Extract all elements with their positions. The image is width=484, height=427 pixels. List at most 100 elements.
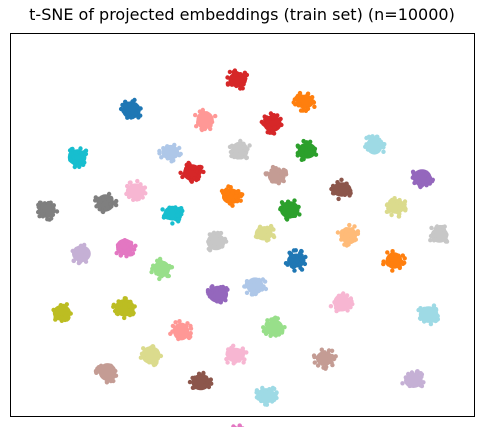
point — [431, 238, 437, 243]
point — [73, 149, 78, 155]
point — [188, 326, 194, 331]
point — [39, 208, 45, 213]
point — [165, 144, 170, 149]
point — [291, 254, 296, 259]
point — [334, 297, 340, 303]
point — [302, 261, 308, 267]
point — [431, 303, 437, 308]
point — [77, 164, 82, 169]
point — [278, 207, 283, 212]
point — [230, 203, 235, 208]
cluster-7 — [227, 138, 252, 161]
point — [261, 325, 266, 330]
point — [231, 198, 236, 203]
point — [231, 343, 236, 348]
point — [130, 114, 135, 120]
point — [45, 217, 50, 222]
point — [169, 159, 174, 164]
point — [182, 172, 187, 177]
point — [271, 227, 276, 232]
point — [386, 262, 391, 267]
point — [228, 149, 234, 155]
point — [265, 235, 271, 240]
point — [243, 76, 248, 81]
point — [279, 176, 284, 181]
point — [422, 306, 427, 312]
point — [122, 312, 127, 317]
point — [206, 378, 212, 383]
cluster-31 — [205, 284, 230, 305]
point — [268, 125, 273, 131]
point — [265, 130, 270, 135]
point — [421, 380, 426, 385]
point — [285, 199, 291, 204]
point — [82, 160, 87, 165]
point — [100, 209, 105, 214]
point — [267, 231, 272, 237]
point — [257, 224, 263, 229]
point — [70, 146, 75, 152]
point — [345, 304, 350, 309]
point — [293, 102, 298, 107]
point — [114, 198, 119, 204]
point — [54, 209, 60, 214]
point — [334, 302, 339, 308]
point — [433, 318, 439, 323]
point — [399, 259, 404, 265]
cluster-23 — [428, 224, 450, 244]
point — [196, 174, 202, 179]
point — [269, 168, 274, 173]
cluster-10 — [178, 160, 206, 184]
cluster-43 — [400, 369, 426, 389]
point — [235, 199, 240, 204]
point — [261, 121, 266, 126]
point — [322, 350, 327, 355]
point — [128, 240, 134, 246]
point — [151, 263, 156, 268]
point — [261, 329, 267, 334]
point — [313, 152, 319, 157]
point — [100, 370, 105, 376]
point — [131, 197, 136, 202]
cluster-15 — [219, 184, 245, 208]
point — [297, 90, 303, 96]
cluster-14 — [124, 178, 148, 202]
point — [231, 152, 237, 158]
point — [293, 205, 298, 210]
point — [186, 160, 191, 166]
point — [267, 389, 272, 395]
point — [310, 95, 315, 100]
point — [297, 150, 303, 156]
point — [147, 360, 152, 365]
point — [229, 350, 235, 355]
point — [206, 384, 212, 390]
point — [428, 238, 433, 243]
point — [179, 334, 184, 339]
point — [118, 302, 123, 307]
point — [152, 354, 158, 359]
point — [72, 159, 77, 164]
point — [173, 320, 178, 325]
point — [198, 169, 204, 174]
point — [138, 355, 144, 360]
point — [293, 248, 298, 253]
point — [178, 170, 183, 175]
point — [335, 230, 341, 235]
cluster-30 — [242, 277, 269, 297]
point — [395, 263, 401, 269]
point — [111, 378, 116, 384]
point — [129, 307, 134, 312]
point — [281, 208, 286, 213]
point — [345, 308, 350, 313]
point — [376, 146, 381, 152]
point — [340, 229, 345, 234]
point — [418, 383, 423, 388]
point — [418, 306, 423, 311]
point — [254, 388, 260, 393]
point — [238, 72, 243, 77]
point — [347, 193, 352, 198]
point — [260, 385, 265, 391]
point — [207, 117, 212, 122]
point — [396, 253, 401, 258]
